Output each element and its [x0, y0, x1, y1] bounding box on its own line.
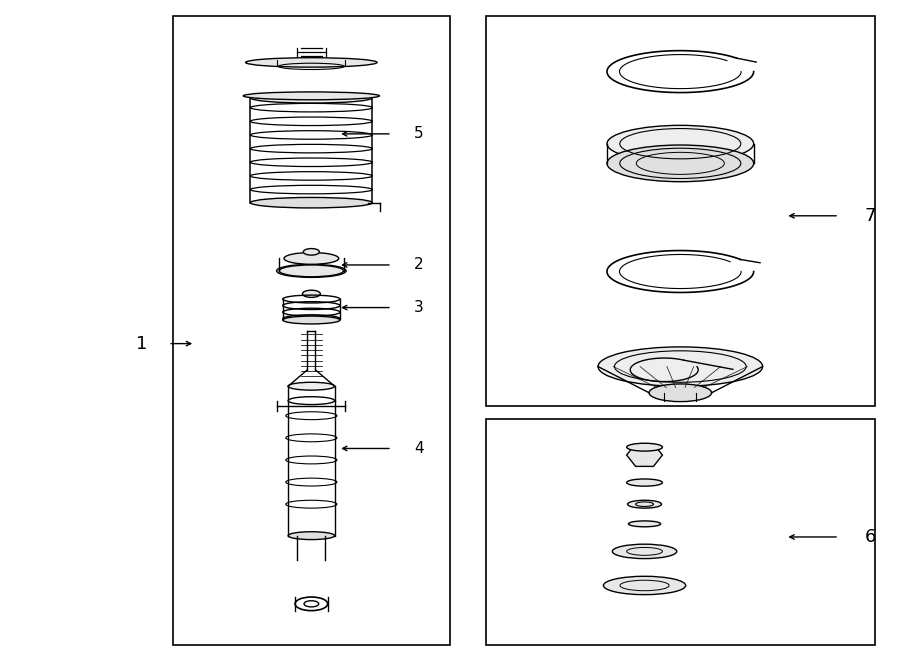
- Ellipse shape: [607, 126, 753, 162]
- Ellipse shape: [612, 544, 677, 559]
- Ellipse shape: [288, 531, 335, 539]
- Text: 4: 4: [414, 441, 424, 456]
- Ellipse shape: [649, 384, 712, 402]
- Text: 3: 3: [414, 300, 424, 315]
- Ellipse shape: [250, 198, 373, 208]
- Text: 7: 7: [865, 207, 876, 225]
- Ellipse shape: [288, 382, 335, 390]
- Ellipse shape: [627, 500, 662, 508]
- Ellipse shape: [303, 249, 320, 255]
- Ellipse shape: [246, 58, 377, 67]
- Bar: [173, 16, 450, 645]
- Ellipse shape: [302, 290, 320, 297]
- Text: 1: 1: [136, 334, 147, 352]
- Ellipse shape: [279, 265, 344, 277]
- Ellipse shape: [250, 93, 373, 103]
- Text: 2: 2: [414, 257, 424, 272]
- Text: 6: 6: [865, 528, 876, 546]
- Ellipse shape: [283, 316, 340, 324]
- Ellipse shape: [607, 145, 753, 182]
- Bar: [486, 419, 875, 645]
- Ellipse shape: [626, 444, 662, 451]
- Ellipse shape: [243, 92, 380, 100]
- Ellipse shape: [598, 347, 762, 386]
- Text: 5: 5: [414, 126, 424, 141]
- Ellipse shape: [628, 521, 661, 527]
- Ellipse shape: [284, 253, 338, 264]
- Ellipse shape: [603, 576, 686, 595]
- Ellipse shape: [626, 479, 662, 486]
- Bar: [486, 16, 875, 406]
